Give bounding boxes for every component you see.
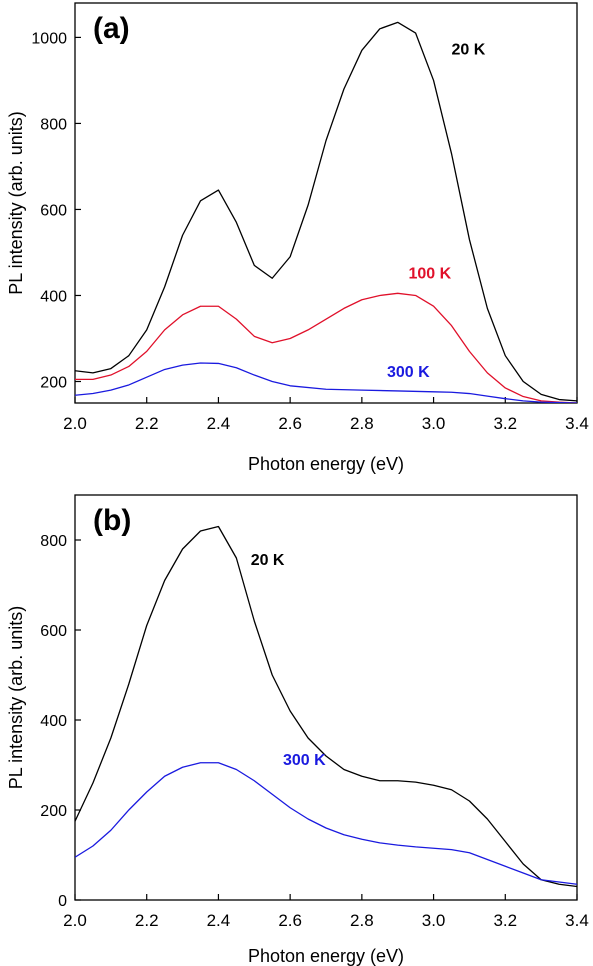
b-series-group bbox=[75, 525, 577, 888]
b-y-tick-label: 0 bbox=[58, 893, 67, 910]
a-x-axis-label: Photon energy (eV) bbox=[248, 454, 404, 474]
b-y-axis-label: PL intensity (arb. units) bbox=[6, 606, 26, 789]
b-x-tick-label: 2.2 bbox=[135, 911, 159, 930]
a-series-group bbox=[75, 21, 577, 403]
b-y-tick-label: 400 bbox=[40, 713, 67, 730]
b-annotation-20k: 20 K bbox=[251, 552, 285, 569]
b-y-tick-label: 200 bbox=[40, 803, 67, 820]
a-y-axis-label: PL intensity (arb. units) bbox=[6, 111, 26, 294]
a-series-line-20k bbox=[75, 21, 577, 402]
a-x-tick-label: 3.4 bbox=[565, 414, 589, 433]
a-x-tick-label: 2.0 bbox=[63, 414, 87, 433]
b-x-tick-label: 2.0 bbox=[63, 911, 87, 930]
b-series-line-300k bbox=[75, 762, 577, 885]
a-annotation-100k: 100 K bbox=[408, 265, 451, 282]
b-x-tick-label: 2.4 bbox=[207, 911, 231, 930]
a-series-line-100k bbox=[75, 292, 577, 403]
a-annotation-300k: 300 K bbox=[387, 364, 430, 381]
a-x-tick-label: 2.4 bbox=[207, 414, 231, 433]
a-y-tick-label: 400 bbox=[40, 288, 67, 305]
b-x-tick-label: 2.6 bbox=[278, 911, 302, 930]
b-y-tick-label: 600 bbox=[40, 623, 67, 640]
panel-a: 2.0 2.2 2.4 2.6 2.8 3.0 3.2 3.4 200 400 600 800 1000… bbox=[6, 2, 589, 474]
a-series-line-300k bbox=[75, 362, 577, 403]
a-x-tick-label: 2.6 bbox=[278, 414, 302, 433]
a-y-tick-label: 1000 bbox=[31, 30, 67, 47]
a-x-tick-label: 2.2 bbox=[135, 414, 159, 433]
panel-b: 2.0 2.2 2.4 2.6 2.8 3.0 3.2 3.4 0 200 400 600 800 Pho… bbox=[6, 494, 589, 966]
b-x-tick-label: 3.0 bbox=[422, 911, 446, 930]
a-annotation-20k: 20 K bbox=[452, 42, 486, 59]
a-plot-frame bbox=[74, 2, 578, 404]
a-y-tick-label: 600 bbox=[40, 202, 67, 219]
b-series-line-20k bbox=[75, 525, 577, 888]
b-x-tick-label: 3.2 bbox=[493, 911, 517, 930]
a-x-tick-label: 3.2 bbox=[493, 414, 517, 433]
b-plot-frame bbox=[74, 494, 578, 901]
a-panel-label: (a) bbox=[93, 12, 130, 45]
b-panel-label: (b) bbox=[93, 504, 131, 537]
a-x-tick-label: 2.8 bbox=[350, 414, 374, 433]
b-x-tick-label: 3.4 bbox=[565, 911, 589, 930]
b-y-tick-label: 800 bbox=[40, 533, 67, 550]
b-annotation-300k: 300 K bbox=[283, 752, 326, 769]
a-x-tick-label: 3.0 bbox=[422, 414, 446, 433]
b-x-tick-label: 2.8 bbox=[350, 911, 374, 930]
b-x-axis-label: Photon energy (eV) bbox=[248, 946, 404, 966]
a-y-tick-label: 800 bbox=[40, 116, 67, 133]
a-y-tick-label: 200 bbox=[40, 374, 67, 391]
